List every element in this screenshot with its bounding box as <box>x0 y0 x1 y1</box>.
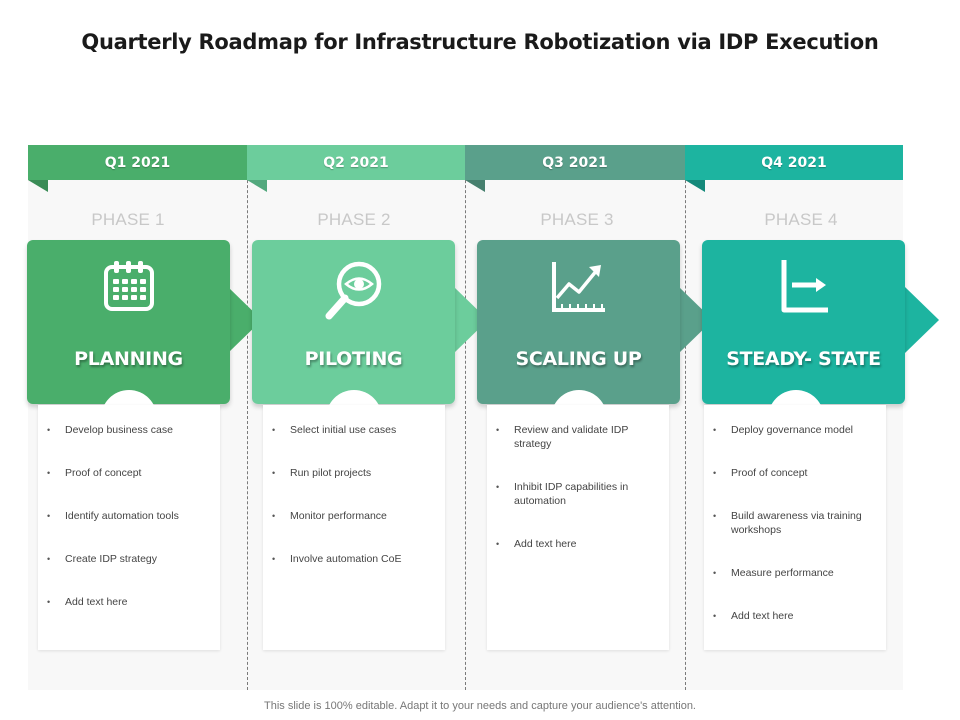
list-item: Proof of concept <box>712 466 878 480</box>
phase-label-1: PHASE 1 <box>91 210 165 229</box>
quarter-bar-q2: Q2 2021 <box>247 145 465 180</box>
quarter-bar-q1: Q1 2021 <box>28 145 247 180</box>
quarter-fold-q3 <box>465 180 485 192</box>
slide-title: Quarterly Roadmap for Infrastructure Rob… <box>81 30 879 54</box>
list-item: Add text here <box>712 609 878 623</box>
quarter-fold-q2 <box>247 180 267 192</box>
details-panel-steady-state: Deploy governance model Proof of concept… <box>704 405 886 650</box>
phase-card-planning: PLANNING <box>27 240 230 404</box>
calendar-icon <box>27 258 230 314</box>
phase-name-scaling-up: SCALING UP <box>515 348 642 370</box>
divider-2 <box>465 150 466 690</box>
axis-arrow-icon <box>702 258 905 318</box>
list-item: Measure performance <box>712 566 878 580</box>
details-panel-piloting: Select initial use cases Run pilot proje… <box>263 405 445 650</box>
list-item: Review and validate IDP strategy <box>495 423 661 451</box>
list-item: Identify automation tools <box>46 509 212 523</box>
quarter-fold-q4 <box>685 180 705 192</box>
list-item: Run pilot projects <box>271 466 437 480</box>
list-item: Inhibit IDP capabilities in automation <box>495 480 661 508</box>
list-item: Add text here <box>46 595 212 609</box>
phase-card-steady-state: STEADY- STATE <box>702 240 905 404</box>
list-item: Select initial use cases <box>271 423 437 437</box>
list-item: Develop business case <box>46 423 212 437</box>
list-item: Create IDP strategy <box>46 552 212 566</box>
list-item: Deploy governance model <box>712 423 878 437</box>
phase-name-piloting: PILOTING <box>304 348 403 370</box>
phase-label-3: PHASE 3 <box>540 210 614 229</box>
footer-note: This slide is 100% editable. Adapt it to… <box>264 700 696 712</box>
divider-1 <box>247 150 248 690</box>
quarter-bar-q4: Q4 2021 <box>685 145 903 180</box>
phase-name-steady-state: STEADY- STATE <box>726 348 881 370</box>
phase-card-piloting: PILOTING <box>252 240 455 404</box>
magnifier-eye-icon <box>252 258 455 324</box>
list-item: Add text here <box>495 537 661 551</box>
divider-3 <box>685 150 686 690</box>
growth-chart-icon <box>477 258 680 318</box>
quarter-bar-q3: Q3 2021 <box>465 145 685 180</box>
quarter-fold-q1 <box>28 180 48 192</box>
phase-name-planning: PLANNING <box>74 348 183 370</box>
list-item: Proof of concept <box>46 466 212 480</box>
arrow-4 <box>905 287 939 353</box>
details-panel-scaling-up: Review and validate IDP strategy Inhibit… <box>487 405 669 650</box>
phase-label-4: PHASE 4 <box>764 210 838 229</box>
phase-card-scaling-up: SCALING UP <box>477 240 680 404</box>
list-item: Involve automation CoE <box>271 552 437 566</box>
details-panel-planning: Develop business case Proof of concept I… <box>38 405 220 650</box>
list-item: Build awareness via training workshops <box>712 509 878 537</box>
list-item: Monitor performance <box>271 509 437 523</box>
phase-label-2: PHASE 2 <box>317 210 391 229</box>
